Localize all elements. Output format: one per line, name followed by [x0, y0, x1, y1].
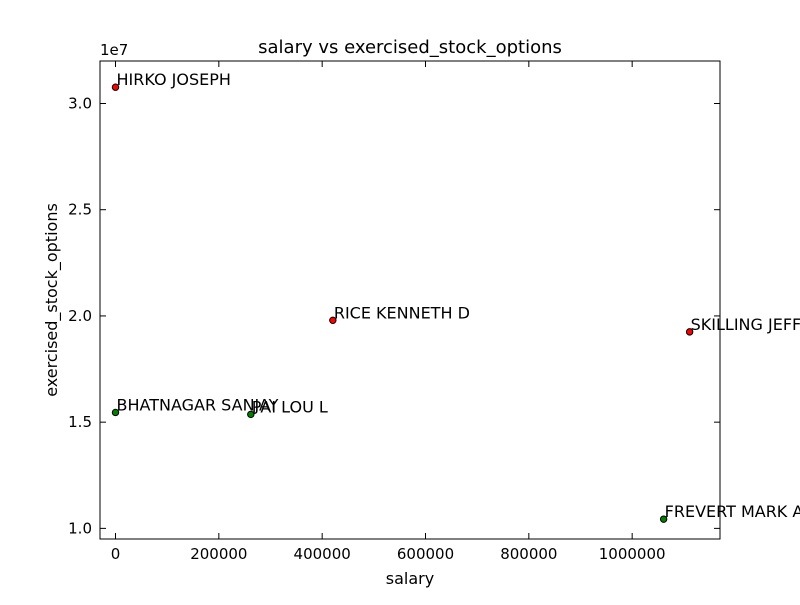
x-tick-label: 200000	[190, 545, 247, 563]
x-tick-label: 0	[111, 545, 121, 563]
chart-title: salary vs exercised_stock_options	[258, 37, 562, 58]
x-tick-label: 400000	[294, 545, 351, 563]
y-tick-label: 1.5	[68, 413, 92, 431]
x-tick-label: 800000	[500, 545, 557, 563]
x-axis-label: salary	[386, 569, 434, 588]
y-tick-label: 1.0	[68, 519, 92, 537]
data-point-label: FREVERT MARK A	[665, 502, 800, 521]
data-point-label: SKILLING JEFFREY K	[691, 315, 800, 334]
data-point-label: HIRKO JOSEPH	[117, 70, 231, 89]
y-tick-label: 2.5	[68, 201, 92, 219]
x-tick-label: 600000	[397, 545, 454, 563]
y-axis-label: exercised_stock_options	[42, 203, 62, 397]
y-tick-label: 2.0	[68, 307, 92, 325]
y-offset-label: 1e7	[100, 41, 128, 59]
x-tick-label: 1000000	[599, 545, 666, 563]
y-tick-label: 3.0	[68, 94, 92, 112]
data-point-label: RICE KENNETH D	[334, 303, 470, 322]
data-point-label: PAI LOU L	[252, 397, 328, 416]
